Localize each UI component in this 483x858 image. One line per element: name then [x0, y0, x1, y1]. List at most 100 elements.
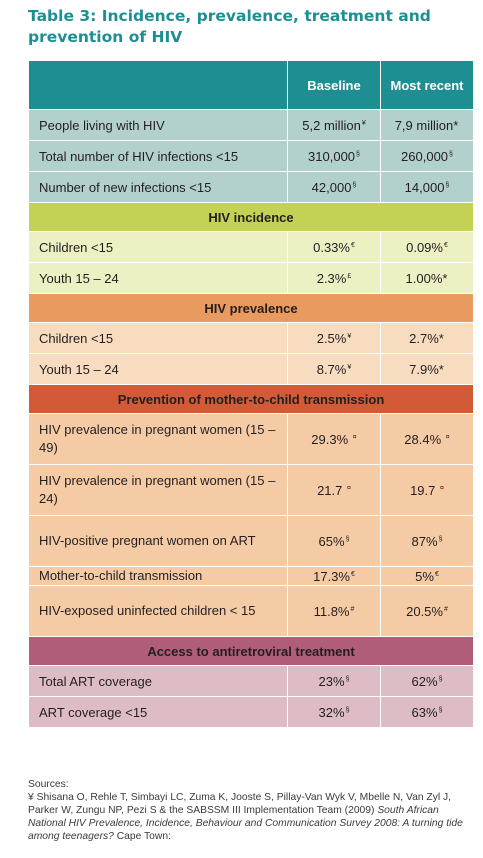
row-label: HIV-positive pregnant women on ART	[28, 515, 288, 567]
value-text: 29.3%	[311, 431, 352, 447]
source-mark: €	[350, 570, 355, 578]
value-text: 7.9%*	[409, 361, 444, 377]
recent-value: 0.09%€	[380, 231, 474, 263]
row-label: Number of new infections <15	[28, 171, 288, 203]
row-label: Youth 15 – 24	[28, 353, 288, 385]
value-text: 32%	[318, 704, 345, 720]
baseline-value: 2.3%£	[287, 262, 381, 294]
header-baseline: Baseline	[287, 60, 381, 110]
table-row: Number of new infections <15 42,000§ 14,00…	[28, 171, 474, 203]
value-text: 62%	[411, 673, 438, 689]
source-mark: €	[434, 570, 439, 578]
baseline-value: 8.7%¥	[287, 353, 381, 385]
baseline-value: 23%§	[287, 665, 381, 697]
baseline-value: 65%§	[287, 515, 381, 567]
row-label: Children <15	[28, 322, 288, 354]
sources-heading: Sources:	[28, 779, 69, 790]
source-mark: §	[445, 181, 450, 189]
table-row: HIV prevalence in pregnant women (15 – 2…	[28, 464, 474, 516]
table-row: Youth 15 – 24 2.3%£ 1.00%*	[28, 262, 474, 294]
section-heading-row: HIV prevalence	[28, 293, 474, 323]
value-text: 1.00%*	[405, 270, 448, 286]
baseline-value: 32%§	[287, 696, 381, 728]
recent-value: 62%§	[380, 665, 474, 697]
citation-text: ¥ Shisana O, Rehle T, Simbayi LC, Zuma K…	[28, 792, 452, 816]
recent-value: 1.00%*	[380, 262, 474, 294]
header-row: Baseline Most recent	[28, 60, 474, 110]
recent-value: 7.9%*	[380, 353, 474, 385]
row-label: HIV-exposed uninfected children < 15	[28, 585, 288, 637]
recent-value: 14,000§	[380, 171, 474, 203]
source-mark: #	[350, 605, 355, 613]
header-most-recent: Most recent	[380, 60, 474, 110]
baseline-value: 11.8%#	[287, 585, 381, 637]
row-label: HIV prevalence in pregnant women (15 – 4…	[28, 413, 288, 465]
row-label: HIV prevalence in pregnant women (15 – 2…	[28, 464, 288, 516]
value-text: 19.7	[410, 482, 439, 498]
table-row: Mother-to-child transmission 17.3%€ 5%€	[28, 566, 474, 586]
baseline-value: 42,000§	[287, 171, 381, 203]
source-mark: §	[438, 675, 443, 683]
recent-value: 260,000§	[380, 140, 474, 172]
baseline-value: 5,2 million¥	[287, 109, 381, 141]
row-label: Youth 15 – 24	[28, 262, 288, 294]
value-text: 2.5%	[316, 330, 347, 346]
citation-tail: Cape Town:	[113, 831, 171, 842]
row-label: Children <15	[28, 231, 288, 263]
section-heading-incidence: HIV incidence	[28, 202, 474, 232]
source-mark: §	[345, 675, 350, 683]
row-label: Total number of HIV infections <15	[28, 140, 288, 172]
table-row: HIV-exposed uninfected children < 15 11.8…	[28, 585, 474, 637]
baseline-value: 310,000§	[287, 140, 381, 172]
section-heading-row: HIV incidence	[28, 202, 474, 232]
source-mark: ¤	[440, 484, 444, 492]
source-mark: ¥	[347, 363, 352, 371]
value-text: 42,000	[311, 179, 352, 195]
baseline-value: 0.33%€	[287, 231, 381, 263]
value-text: 21.7	[317, 482, 346, 498]
table-row: Children <15 2.5%¥ 2.7%*	[28, 322, 474, 354]
value-text: 87%	[411, 533, 438, 549]
value-text: 14,000	[404, 179, 445, 195]
recent-value: 19.7 ¤	[380, 464, 474, 516]
source-mark: §	[356, 150, 360, 158]
row-label: ART coverage <15	[28, 696, 288, 728]
source-mark: #	[443, 605, 448, 613]
baseline-value: 2.5%¥	[287, 322, 381, 354]
source-mark: §	[438, 706, 443, 714]
source-mark: £	[347, 272, 352, 280]
value-text: 260,000	[401, 148, 449, 164]
recent-value: 28.4% ¤	[380, 413, 474, 465]
section-heading-row: Access to antiretroviral treatment	[28, 636, 474, 666]
section-heading-prevalence: HIV prevalence	[28, 293, 474, 323]
sources-citation: ¥ Shisana O, Rehle T, Simbayi LC, Zuma K…	[28, 791, 473, 843]
row-label: People living with HIV	[28, 109, 288, 141]
baseline-value: 17.3%€	[287, 566, 381, 586]
table-row: HIV-positive pregnant women on ART 65%§ 87…	[28, 515, 474, 567]
value-text: 2.3%	[316, 270, 347, 286]
source-mark: §	[345, 535, 350, 543]
source-mark: €	[443, 241, 448, 249]
header-label-cell	[28, 60, 288, 110]
table-row: ART coverage <15 32%§ 63%§	[28, 696, 474, 728]
value-text: 5%	[415, 568, 434, 584]
value-text: 7,9 million*	[394, 117, 459, 133]
table-row: Youth 15 – 24 8.7%¥ 7.9%*	[28, 353, 474, 385]
table-row: HIV prevalence in pregnant women (15 – 4…	[28, 413, 474, 465]
value-text: 11.8%	[313, 603, 350, 619]
recent-value: 87%§	[380, 515, 474, 567]
value-text: 63%	[411, 704, 438, 720]
source-mark: ¤	[347, 484, 351, 492]
value-text: 310,000	[308, 148, 356, 164]
recent-value: 20.5%#	[380, 585, 474, 637]
row-label: Mother-to-child transmission	[28, 566, 288, 586]
section-heading-pmtct: Prevention of mother-to-child transmissi…	[28, 384, 474, 414]
row-label: Total ART coverage	[28, 665, 288, 697]
source-mark: §	[438, 535, 443, 543]
table-title: Table 3: Incidence, prevalence, treatmen…	[28, 7, 431, 46]
value-text: 17.3%	[313, 568, 350, 584]
table-row: Children <15 0.33%€ 0.09%€	[28, 231, 474, 263]
table-row: Total ART coverage 23%§ 62%§	[28, 665, 474, 697]
value-text: 20.5%	[406, 603, 443, 619]
table-row: Total number of HIV infections <15 310,00…	[28, 140, 474, 172]
